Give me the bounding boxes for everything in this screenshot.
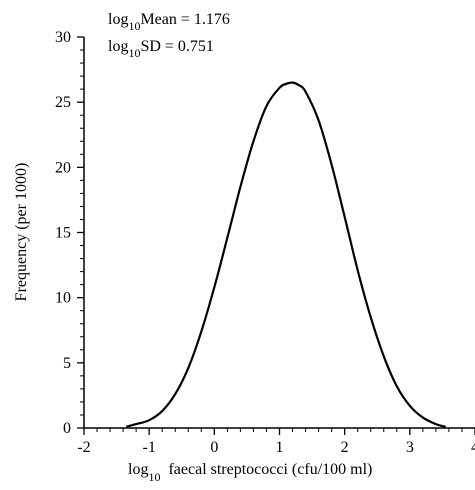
y-tick-label: 0 xyxy=(63,420,71,437)
y-tick-label: 15 xyxy=(55,225,71,242)
stat-annotations: log10Mean = 1.176 log10SD = 0.751 xyxy=(108,11,230,60)
x-tick-label: 1 xyxy=(276,439,284,456)
sd-annotation-prefix: log xyxy=(108,38,128,55)
mean-annotation-text: Mean = 1.176 xyxy=(140,11,229,28)
axis-ticks xyxy=(77,36,475,435)
x-axis-title-prefix: log xyxy=(128,461,148,478)
mean-annotation: log10Mean = 1.176 xyxy=(108,11,230,33)
y-axis-title: Frequency (per 1000) xyxy=(13,163,30,302)
x-tick-label: -1 xyxy=(143,439,156,456)
y-tick-label: 25 xyxy=(55,94,71,111)
mean-annotation-prefix: log xyxy=(108,11,128,28)
distribution-curve xyxy=(126,81,446,428)
x-axis-title: log10 faecal streptococci (cfu/100 ml) xyxy=(128,461,372,484)
mean-annotation-sub: 10 xyxy=(128,19,140,33)
sd-annotation: log10SD = 0.751 xyxy=(108,38,214,60)
x-tick-label: 2 xyxy=(341,439,349,456)
y-tick-label: 5 xyxy=(63,355,71,372)
sd-annotation-text: SD = 0.751 xyxy=(140,38,213,55)
sd-annotation-sub: 10 xyxy=(128,46,140,60)
y-tick-label: 10 xyxy=(55,290,71,307)
x-axis-title-text: faecal streptococci (cfu/100 ml) xyxy=(168,461,372,478)
axis-tick-labels: -2 -1 0 1 2 3 4 0 5 10 15 20 25 30 xyxy=(55,29,475,456)
y-tick-label: 20 xyxy=(55,159,71,176)
x-tick-label: 4 xyxy=(471,439,475,456)
x-tick-label: 3 xyxy=(406,439,414,456)
x-tick-label: 0 xyxy=(210,439,218,456)
x-tick-label: -2 xyxy=(77,439,90,456)
x-axis-title-sub: 10 xyxy=(148,470,160,484)
y-tick-label: 30 xyxy=(55,29,71,46)
